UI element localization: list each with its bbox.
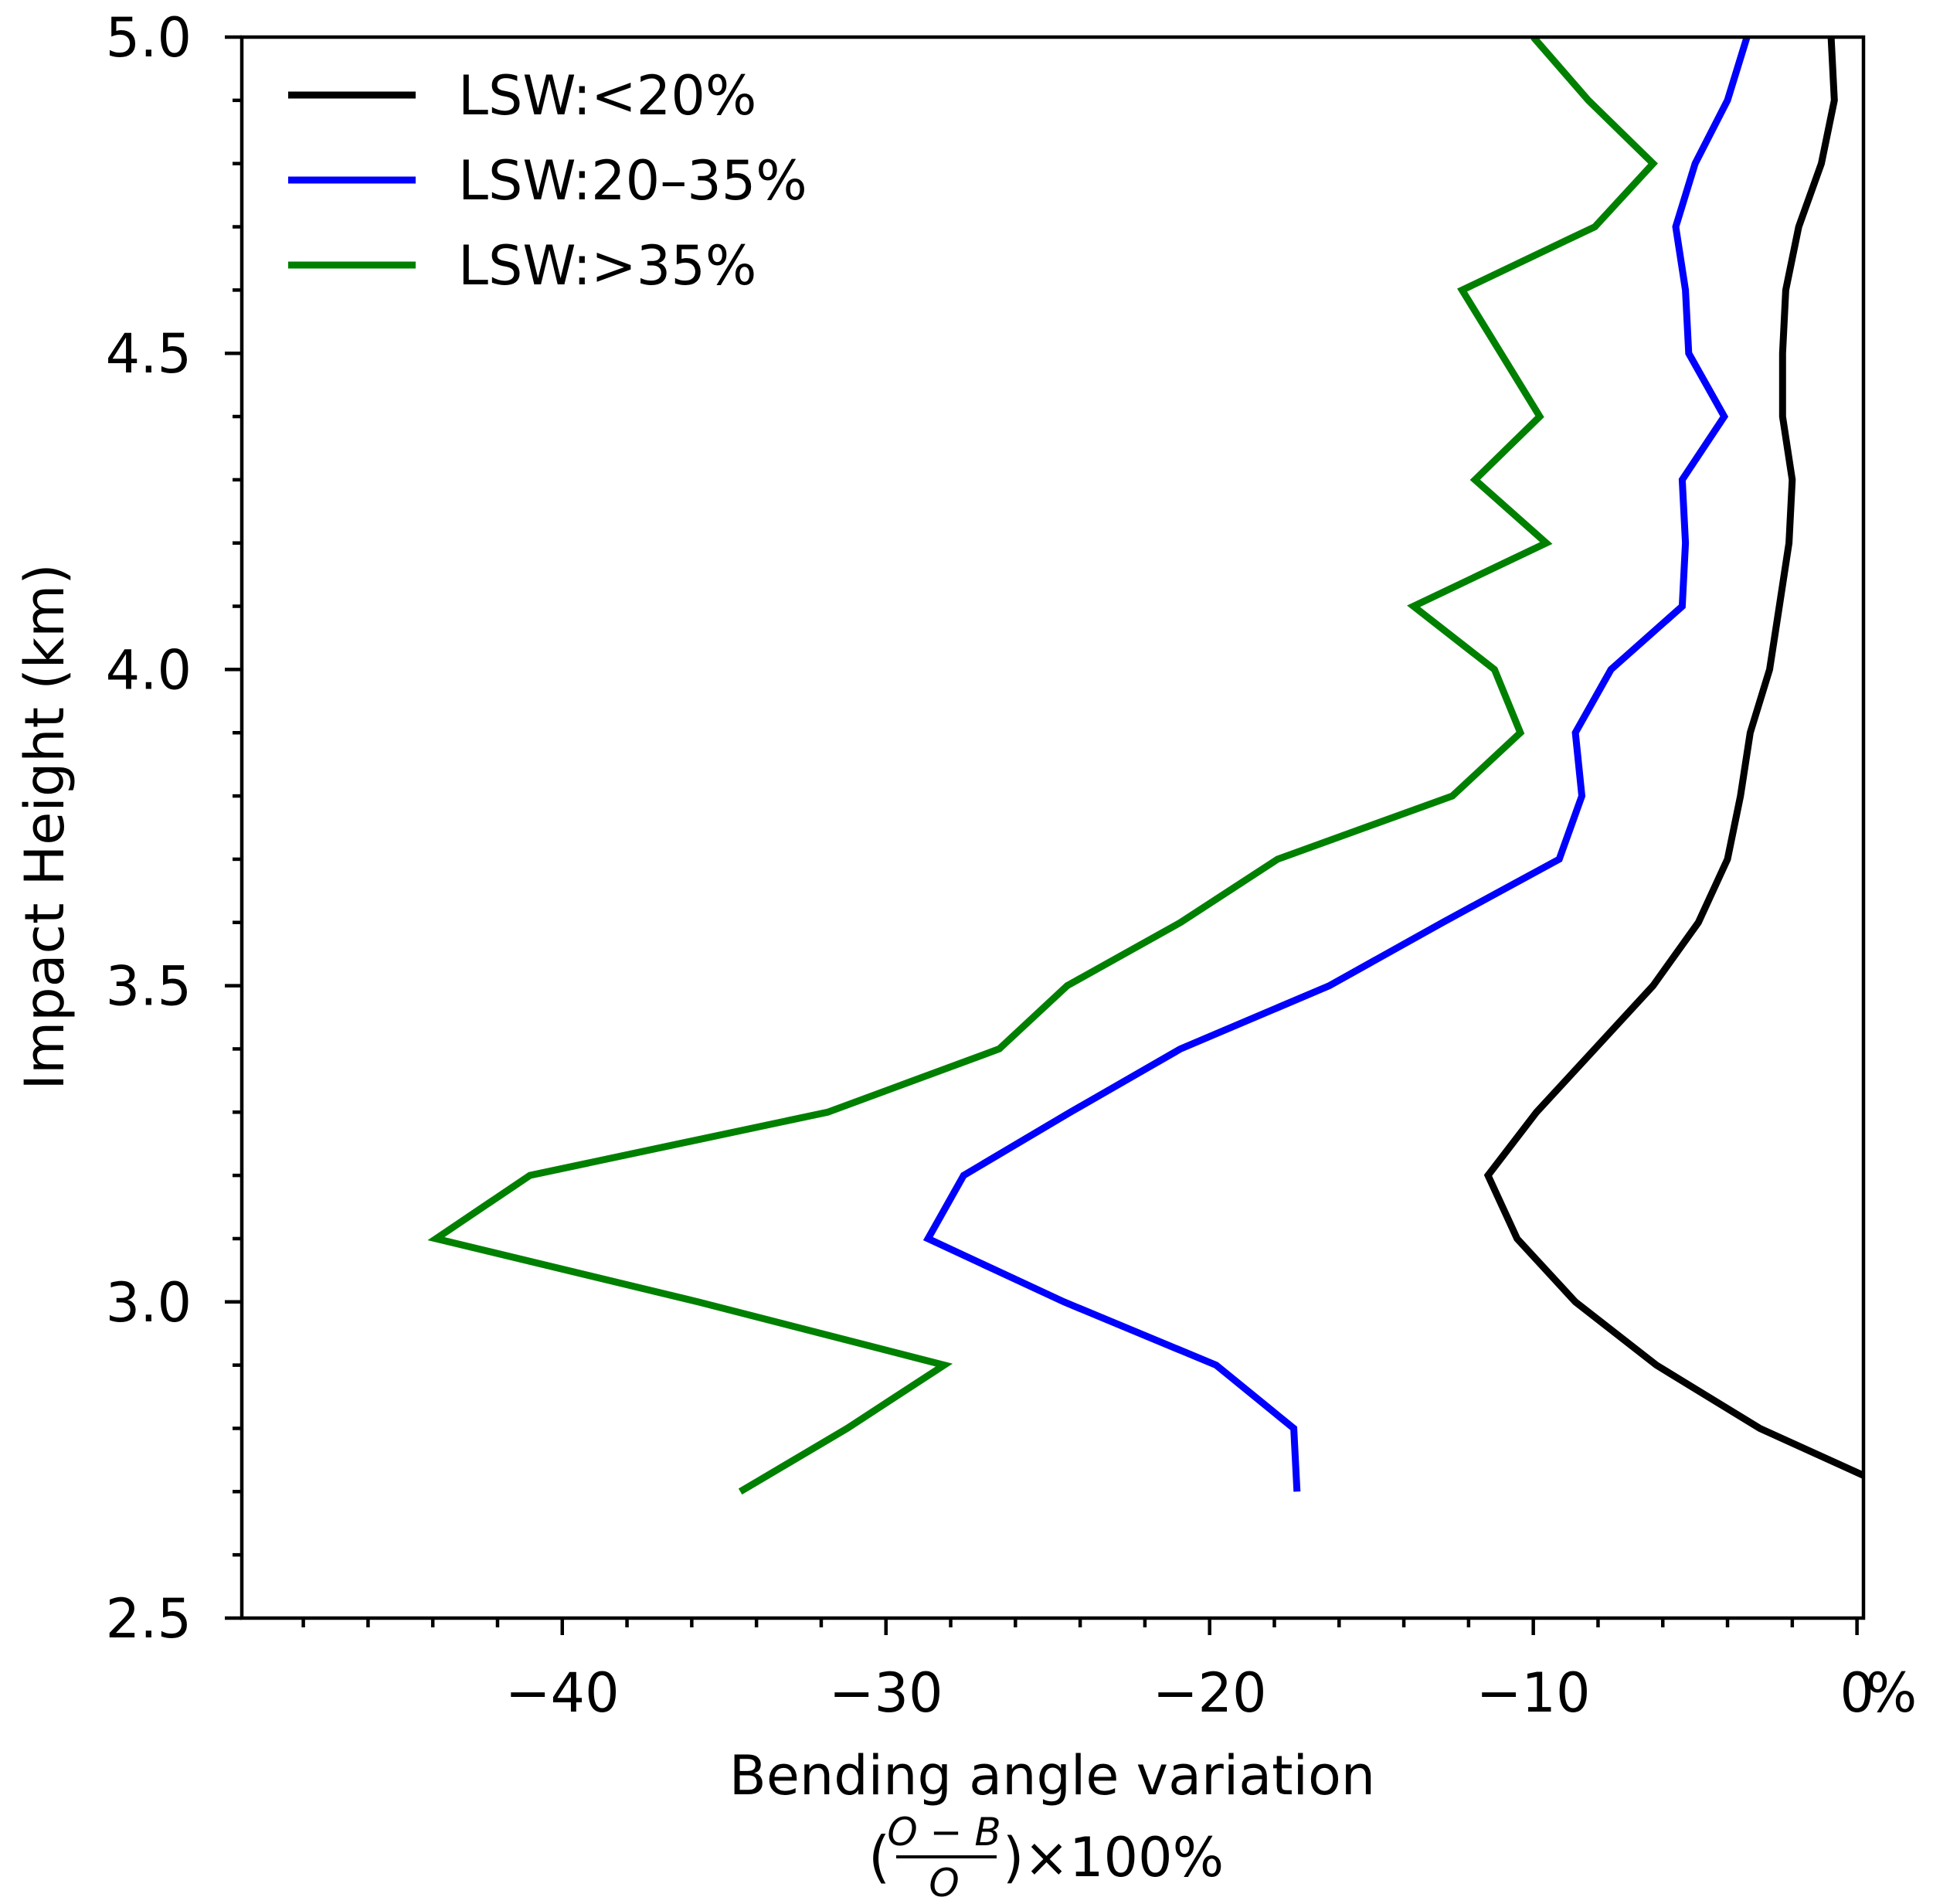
y-tick-label: 4.0 — [106, 638, 192, 702]
series-group — [427, 37, 1863, 1495]
legend: LSW:<20% LSW:20–35% LSW:>35% — [288, 64, 807, 298]
series-line-3 — [427, 37, 1658, 1495]
legend-label-3: LSW:>35% — [458, 234, 756, 298]
x-tick-label: −20 — [1153, 1661, 1267, 1725]
legend-label-1: LSW:<20% — [458, 64, 756, 128]
series-line-1 — [1483, 37, 1863, 1480]
y-axis-ticks: 2.5 3.0 3.5 4.0 4.5 5.0 — [106, 6, 242, 1651]
x-unit-label: % — [1866, 1661, 1918, 1725]
x-tick-label: −10 — [1476, 1661, 1591, 1725]
x-axis-formula: ( O − B O )×100% — [868, 1810, 1224, 1904]
x-tick-label: 0 — [1840, 1661, 1874, 1725]
y-tick-label: 4.5 — [106, 322, 192, 386]
legend-label-2: LSW:20–35% — [458, 149, 807, 212]
formula-numerator: O − B — [887, 1810, 1000, 1855]
formula-denominator: O — [929, 1861, 959, 1904]
x-tick-label: −30 — [829, 1661, 943, 1725]
y-tick-label: 5.0 — [106, 6, 192, 70]
series-line-2 — [922, 37, 1751, 1492]
x-axis-ticks: −40 −30 −20 −10 0 — [301, 1618, 1874, 1725]
plot-frame — [240, 35, 1866, 1620]
y-tick-label: 2.5 — [106, 1587, 192, 1651]
formula-open-paren: ( — [868, 1824, 890, 1889]
y-axis-label: Impact Height (km) — [13, 563, 76, 1090]
y-tick-label: 3.0 — [106, 1271, 192, 1334]
x-tick-label: −40 — [505, 1661, 620, 1725]
y-tick-label: 3.5 — [106, 955, 192, 1018]
formula-multiplier: )×100% — [1003, 1826, 1224, 1889]
x-axis-label: Bending angle variation — [729, 1744, 1375, 1807]
